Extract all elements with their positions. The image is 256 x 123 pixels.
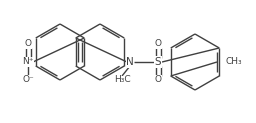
Text: O⁻: O⁻ [22, 76, 34, 85]
Text: H₃C: H₃C [114, 76, 130, 85]
Text: O: O [25, 39, 31, 48]
Text: S: S [155, 57, 161, 67]
Text: O: O [155, 76, 162, 85]
Text: O: O [155, 39, 162, 48]
Text: N⁺: N⁺ [22, 57, 34, 67]
Text: N: N [126, 57, 134, 67]
Text: CH₃: CH₃ [225, 57, 242, 67]
